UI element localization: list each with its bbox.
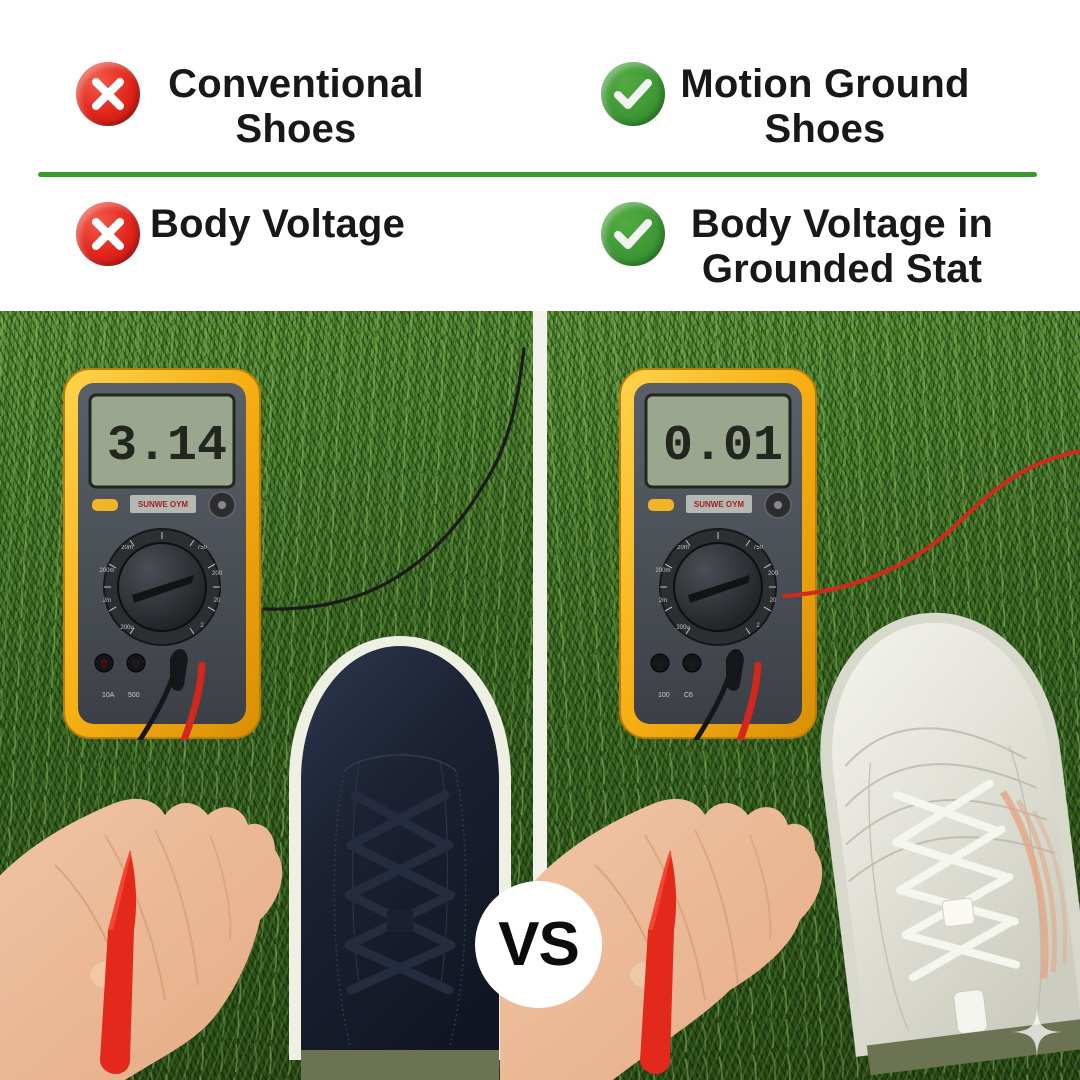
svg-text:C6: C6 <box>684 692 693 699</box>
svg-text:500: 500 <box>128 692 140 699</box>
svg-text:100: 100 <box>658 692 670 699</box>
svg-text:10A: 10A <box>102 692 115 699</box>
svg-text:200u: 200u <box>120 625 133 631</box>
